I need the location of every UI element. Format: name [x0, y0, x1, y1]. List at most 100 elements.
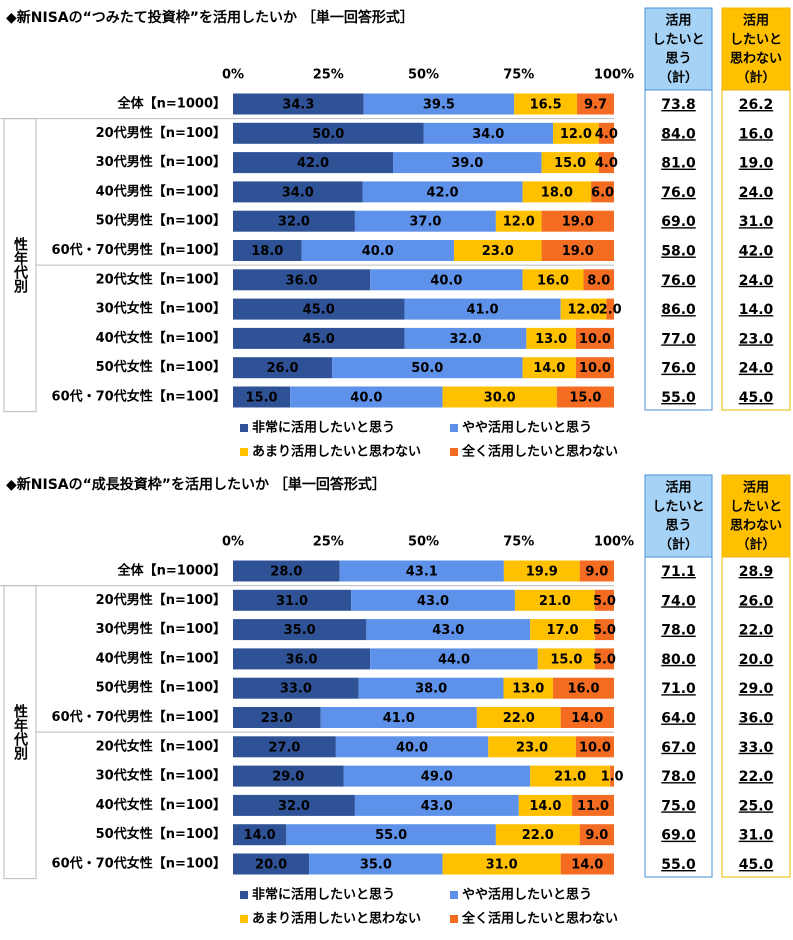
bar-segment	[354, 794, 519, 816]
chart-title: ◆新NISAの“成長投資枠”を活用したいか ［単一回答形式］	[6, 476, 386, 493]
summary-value: 73.8	[661, 97, 696, 113]
value-label: 16.0	[567, 682, 599, 697]
summary-value: 19.0	[739, 156, 774, 172]
value-label: 12.0	[560, 127, 592, 142]
value-label: 15.0	[569, 391, 601, 406]
bar-segment	[233, 765, 344, 787]
legend-marker	[240, 915, 248, 923]
bar-segment	[453, 240, 542, 261]
bar-segment	[233, 298, 405, 320]
value-label: 40.0	[350, 391, 382, 406]
legend-label: あまり活用したいと思わない	[252, 444, 421, 460]
bar-segment	[575, 357, 614, 379]
legend-marker	[450, 448, 458, 456]
summary-header: 活用	[665, 480, 691, 496]
bar-segment	[598, 152, 614, 174]
bar-segment	[553, 122, 599, 144]
group-label: 性年代別	[12, 236, 29, 294]
value-label: 32.0	[278, 799, 310, 814]
value-label: 27.0	[268, 740, 300, 755]
x-tick-label: 50%	[408, 535, 439, 550]
category-label: 40代男性【n=100】	[96, 183, 226, 199]
bar-segment	[495, 824, 580, 846]
category-label: 20代女性【n=100】	[96, 738, 226, 754]
bar-segment	[522, 269, 584, 291]
value-label: 50.0	[312, 127, 344, 142]
bar-segment	[233, 210, 355, 232]
bar-segment	[518, 794, 573, 816]
summary-value: 86.0	[661, 302, 696, 318]
bar-segment	[560, 853, 614, 875]
value-label: 12.0	[503, 215, 535, 230]
category-label: 40代男性【n=100】	[96, 650, 226, 666]
summary-value: 71.1	[661, 564, 696, 580]
value-label: 18.0	[251, 244, 283, 259]
summary-header: （計）	[736, 537, 775, 553]
category-label: 50代男性【n=100】	[96, 213, 226, 229]
value-label: 11.0	[577, 799, 609, 814]
summary-value: 28.9	[739, 564, 774, 580]
value-label: 4.0	[595, 127, 618, 142]
bar-segment	[537, 648, 595, 670]
summary-header: （計）	[659, 70, 698, 86]
summary-value: 26.2	[739, 97, 774, 113]
summary-value: 25.0	[739, 798, 774, 814]
summary-header: 思う	[665, 52, 691, 67]
category-label: 全体【n=1000】	[117, 96, 226, 112]
value-label: 44.0	[438, 652, 470, 667]
value-label: 22.0	[522, 828, 554, 843]
category-label: 全体【n=1000】	[117, 563, 226, 579]
value-label: 22.0	[503, 711, 535, 726]
value-label: 31.0	[486, 858, 518, 873]
value-label: 32.0	[278, 215, 310, 230]
legend-label: 非常に活用したいと思う	[252, 887, 395, 903]
group-frame	[3, 585, 37, 880]
summary-value: 64.0	[661, 711, 696, 727]
summary-header: 活用	[665, 13, 691, 29]
value-label: 15.0	[554, 156, 586, 171]
x-tick-label: 50%	[408, 68, 439, 83]
legend-marker	[450, 915, 458, 923]
bar-segment	[575, 327, 614, 349]
value-label: 9.0	[585, 828, 608, 843]
category-label: 30代男性【n=100】	[96, 154, 226, 170]
x-tick-label: 75%	[503, 68, 534, 83]
value-label: 32.0	[449, 332, 481, 347]
category-label: 30代女性【n=100】	[96, 301, 226, 317]
bar-segment	[560, 707, 614, 728]
category-label: 50代女性【n=100】	[96, 826, 226, 842]
summary-value: 16.0	[739, 126, 774, 142]
bar-segment	[488, 736, 576, 758]
summary-value: 77.0	[661, 331, 696, 347]
summary-value: 29.0	[739, 681, 774, 697]
category-label: 20代女性【n=100】	[96, 271, 226, 287]
summary-header: したいと	[730, 33, 782, 48]
bar-segment	[530, 619, 595, 641]
summary-value: 58.0	[661, 244, 696, 260]
bar-segment	[541, 210, 614, 232]
category-label: 30代女性【n=100】	[96, 768, 226, 784]
bar-segment	[579, 824, 614, 846]
value-label: 40.0	[362, 244, 394, 259]
bar-segment	[423, 122, 554, 144]
value-label: 14.0	[244, 828, 276, 843]
value-label: 34.0	[472, 127, 504, 142]
summary-value: 14.0	[739, 302, 774, 318]
summary-value: 20.0	[739, 652, 774, 668]
bar-segment	[526, 327, 576, 349]
value-label: 2.0	[599, 303, 622, 318]
category-label: 50代女性【n=100】	[96, 359, 226, 375]
value-label: 8.0	[587, 273, 610, 288]
value-label: 15.0	[550, 652, 582, 667]
bar-segment	[233, 181, 363, 203]
value-label: 5.0	[593, 652, 616, 667]
value-label: 49.0	[421, 770, 453, 785]
value-label: 19.9	[526, 565, 558, 580]
value-label: 41.0	[383, 711, 415, 726]
x-tick-label: 100%	[594, 68, 634, 83]
summary-header: 思わない	[730, 52, 782, 67]
summary-value: 80.0	[661, 652, 696, 668]
bar-segment	[332, 357, 523, 379]
bar-segment	[320, 707, 477, 728]
legend-marker	[450, 891, 458, 899]
